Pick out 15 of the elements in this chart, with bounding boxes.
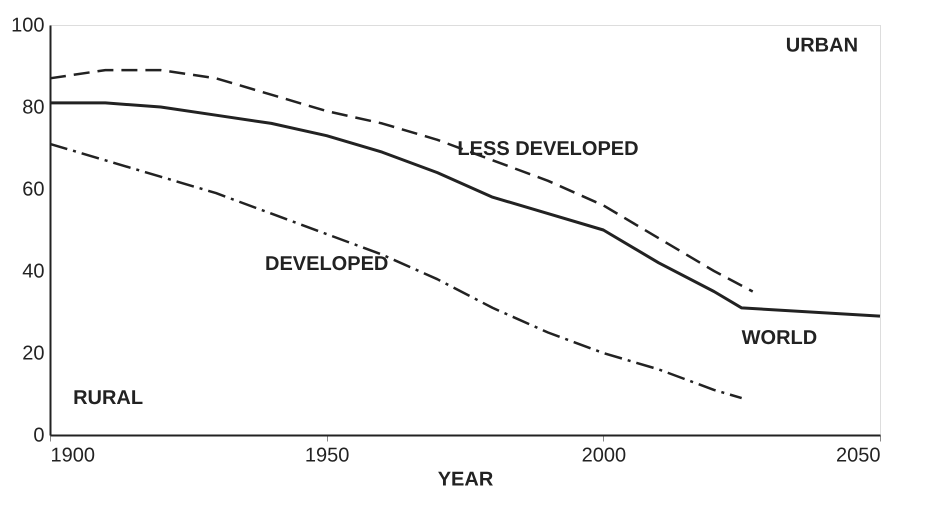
x-axis-title: YEAR	[438, 468, 494, 490]
x-tick-label: 1950	[304, 444, 350, 466]
series-label: WORLD	[742, 326, 818, 349]
x-tick-label: 2000	[582, 444, 626, 466]
x-tick-label: 1900	[50, 444, 95, 466]
series-label: DEVELOPED	[264, 253, 388, 276]
y-tick-label: 20	[22, 342, 44, 364]
y-tick-label: 60	[22, 178, 44, 200]
annotation: URBAN	[786, 34, 858, 56]
y-tick-label: 40	[22, 260, 44, 282]
annotation: RURAL	[73, 387, 144, 410]
x-tick-label: 2050	[836, 444, 880, 466]
y-tick-label: 100	[11, 14, 44, 36]
y-tick-label: 0	[33, 424, 44, 446]
y-tick-label: 80	[22, 96, 44, 118]
